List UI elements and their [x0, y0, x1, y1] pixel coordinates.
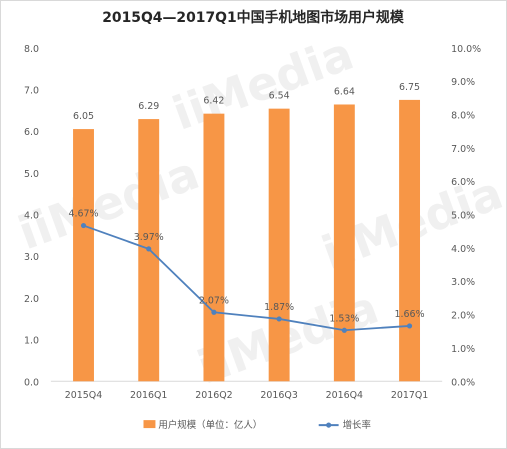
bar-value-label: 6.75 — [399, 82, 420, 93]
y-right-tick-label: 6.0% — [451, 177, 475, 188]
line-value-label: 2.07% — [199, 295, 229, 306]
line-point — [276, 316, 282, 322]
bar-value-label: 6.54 — [269, 91, 290, 102]
line-value-label: 4.67% — [69, 209, 99, 220]
x-tick-label: 2017Q1 — [391, 390, 428, 401]
line-value-label: 1.66% — [395, 309, 425, 320]
bar — [268, 108, 290, 382]
y-left-tick-label: 8.0 — [24, 44, 39, 55]
line-point — [406, 323, 413, 329]
x-axis: 2015Q4 2016Q1 2016Q2 2016Q3 2016Q4 2017Q1 — [50, 380, 443, 401]
bar-value-label: 6.29 — [138, 101, 159, 112]
y-left-tick-label: 5.0 — [24, 169, 39, 180]
y-right-tick-label: 0.0% — [451, 377, 475, 388]
line-point — [80, 222, 87, 229]
y-left-tick-label: 1.0 — [24, 336, 39, 347]
bar — [333, 104, 355, 382]
y-right-tick-label: 8.0% — [451, 110, 475, 121]
y-axis-left: 0.0 1.0 2.0 3.0 4.0 5.0 6.0 7.0 8.0 — [24, 44, 39, 389]
line-series: 4.67% 3.97% 2.07% 1.87% 1.53% 1.66% — [69, 209, 425, 333]
y-left-tick-label: 2.0 — [24, 294, 39, 305]
line-point — [146, 246, 152, 252]
legend-line-marker — [326, 422, 332, 428]
x-tick-label: 2016Q3 — [260, 390, 297, 401]
y-right-tick-label: 9.0% — [451, 77, 475, 88]
bar — [73, 129, 94, 382]
y-right-tick-label: 5.0% — [451, 211, 475, 222]
y-left-tick-label: 4.0 — [24, 211, 39, 222]
y-left-tick-label: 7.0 — [24, 85, 39, 96]
growth-line — [83, 224, 410, 332]
watermark-text: iiMedia — [11, 145, 206, 260]
y-left-tick-label: 3.0 — [24, 252, 39, 263]
y-axis-right: 0.0% 1.0% 2.0% 3.0% 4.0% 5.0% 6.0% 7.0% 8.0% 9.0%… — [451, 44, 481, 389]
line-value-label: 3.97% — [134, 232, 164, 243]
bar — [399, 99, 421, 382]
y-left-tick-label: 0.0 — [24, 377, 39, 388]
bar — [203, 113, 225, 382]
x-tick-label: 2016Q2 — [195, 390, 232, 401]
bar-value-label: 6.42 — [203, 96, 224, 107]
y-right-tick-label: 1.0% — [451, 344, 475, 355]
bar-series: 6.05 6.29 6.42 6.54 6.64 6.75 — [73, 82, 421, 382]
line-point — [211, 309, 217, 315]
chart-title: 2015Q4—2017Q1中国手机地图市场用户规模 — [102, 9, 405, 26]
x-tick-label: 2016Q1 — [130, 390, 167, 401]
y-right-tick-label: 3.0% — [451, 277, 475, 288]
legend-bar-label: 用户规模（单位：亿人） — [158, 419, 262, 431]
bar-value-label: 6.05 — [73, 111, 94, 122]
watermark-text: iiMedia — [166, 26, 361, 141]
y-right-tick-label: 4.0% — [451, 244, 475, 255]
line-value-label: 1.53% — [329, 313, 359, 324]
legend-bar-swatch — [143, 420, 156, 429]
y-right-tick-label: 7.0% — [451, 144, 475, 155]
line-point — [341, 327, 347, 333]
y-right-tick-label: 2.0% — [451, 311, 475, 322]
y-left-tick-label: 6.0 — [24, 127, 39, 138]
x-tick-label: 2015Q4 — [65, 390, 102, 401]
x-tick-label: 2016Q4 — [326, 390, 363, 401]
y-right-tick-label: 10.0% — [451, 44, 481, 55]
legend: 用户规模（单位：亿人） 增长率 — [143, 419, 371, 431]
bar-value-label: 6.64 — [334, 87, 355, 98]
legend-line-label: 增长率 — [343, 419, 371, 431]
line-value-label: 1.87% — [264, 302, 294, 313]
